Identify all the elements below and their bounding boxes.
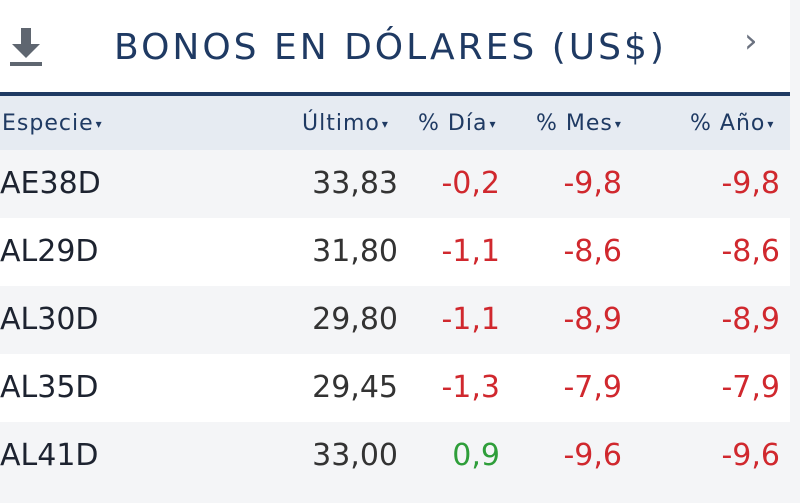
cell-ultimo: 31,80 (312, 234, 398, 269)
widget-title: BONOS EN DÓLARES (US$) (114, 27, 667, 68)
cell-dia: -1,3 (441, 370, 500, 405)
table-row[interactable]: AL29D 31,80 -1,1 -8,6 -8,6 (0, 218, 790, 286)
cell-anio: -9,6 (721, 438, 780, 473)
table-row[interactable]: AE38D 33,83 -0,2 -9,8 -9,8 (0, 150, 790, 218)
cell-anio: -8,9 (721, 302, 780, 337)
cell-mes: -9,6 (563, 438, 622, 473)
cell-ultimo: 33,83 (312, 166, 398, 201)
cell-anio: -9,8 (721, 166, 780, 201)
cell-especie[interactable]: AL35D (0, 370, 99, 405)
table-row[interactable]: AL30D 29,80 -1,1 -8,9 -8,9 (0, 286, 790, 354)
cell-dia: -1,1 (441, 302, 500, 337)
cell-mes: -9,8 (563, 166, 622, 201)
column-header-anio[interactable]: % Año ▾ (690, 111, 775, 136)
cell-especie[interactable]: AL29D (0, 234, 99, 269)
sort-arrow-icon: ▾ (489, 117, 497, 131)
cell-especie[interactable]: AL30D (0, 302, 99, 337)
cell-especie[interactable]: AE38D (0, 166, 101, 201)
cell-ultimo: 33,00 (312, 438, 398, 473)
cell-anio: -8,6 (721, 234, 780, 269)
cell-mes: -8,9 (563, 302, 622, 337)
cell-dia: 0,9 (452, 438, 500, 473)
column-header-dia[interactable]: % Día ▾ (418, 111, 497, 136)
widget-header: BONOS EN DÓLARES (US$) › (0, 0, 790, 92)
chevron-right-icon[interactable]: › (744, 21, 758, 61)
table-header: Especie ▾ Último ▾ % Día ▾ % Mes ▾ % Año ▾ (0, 96, 790, 150)
download-icon[interactable] (8, 26, 44, 68)
cell-ultimo: 29,45 (312, 370, 398, 405)
column-header-mes[interactable]: % Mes ▾ (536, 111, 622, 136)
sort-arrow-icon: ▾ (614, 117, 622, 131)
cell-mes: -8,6 (563, 234, 622, 269)
cell-ultimo: 29,80 (312, 302, 398, 337)
header-divider (0, 92, 790, 96)
cell-anio: -7,9 (721, 370, 780, 405)
cell-especie[interactable]: AL41D (0, 438, 99, 473)
sort-arrow-icon: ▾ (381, 117, 389, 131)
sort-arrow-icon: ▾ (767, 117, 775, 131)
cell-dia: -0,2 (441, 166, 500, 201)
cell-dia: -1,1 (441, 234, 500, 269)
column-header-especie[interactable]: Especie ▾ (2, 111, 103, 136)
cell-mes: -7,9 (563, 370, 622, 405)
column-header-ultimo[interactable]: Último ▾ (302, 111, 389, 136)
table-row[interactable]: AL35D 29,45 -1,3 -7,9 -7,9 (0, 354, 790, 422)
sort-arrow-icon: ▾ (95, 117, 103, 131)
table-row[interactable]: AL41D 33,00 0,9 -9,6 -9,6 (0, 422, 790, 490)
